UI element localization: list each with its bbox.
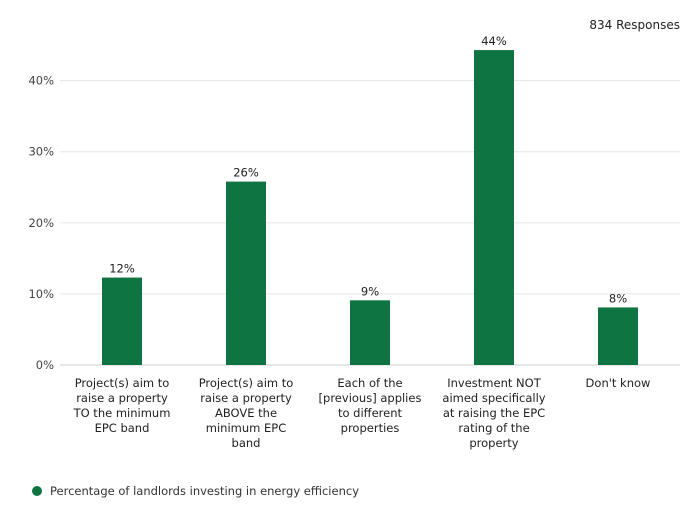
- x-tick-label: Each of the [previous] applies to differen…: [319, 376, 422, 435]
- x-tick-label-line: Project(s) aim to: [75, 376, 170, 390]
- y-tick-label: 30%: [28, 145, 54, 159]
- y-tick-label: 20%: [28, 216, 54, 230]
- data-label: 44%: [481, 34, 507, 48]
- x-tick-label-line: Each of the: [337, 376, 402, 390]
- x-tick-label-line: raise a property: [200, 391, 292, 405]
- x-tick-label-line: minimum EPC: [206, 421, 286, 435]
- x-tick-label-line: EPC band: [95, 421, 150, 435]
- response-count: 834 Responses: [589, 18, 680, 32]
- legend-label: Percentage of landlords investing in ene…: [50, 484, 359, 498]
- x-tick-label: Project(s) aim to raise a property ABOVE t…: [199, 376, 294, 450]
- y-tick-label: 10%: [28, 287, 54, 301]
- x-tick-label-line: raise a property: [76, 391, 168, 405]
- bar: [226, 181, 266, 365]
- x-tick-label: Project(s) aim to raise a property TO the …: [73, 376, 171, 435]
- legend[interactable]: Percentage of landlords investing in ene…: [32, 484, 359, 498]
- x-tick-label-line: property: [469, 436, 518, 450]
- bar: [474, 50, 514, 366]
- data-label: 8%: [609, 291, 627, 305]
- bar: [350, 300, 390, 365]
- data-label: 9%: [361, 284, 379, 298]
- x-tick-label-line: at raising the EPC: [443, 406, 545, 420]
- bar: [102, 277, 142, 365]
- x-tick-label: Don't know: [586, 376, 651, 390]
- x-tick-label-line: [previous] applies: [319, 391, 422, 405]
- data-label: 12%: [109, 262, 135, 276]
- x-tick-label-line: ABOVE the: [215, 406, 277, 420]
- legend-marker-icon: [32, 486, 42, 496]
- x-tick-label-line: rating of the: [458, 421, 529, 435]
- x-tick-label-line: properties: [341, 421, 400, 435]
- data-label: 26%: [233, 166, 259, 180]
- x-tick-label-line: TO the minimum: [73, 406, 171, 420]
- x-tick-label: Investment NOT aimed specifically at raisi…: [442, 376, 545, 450]
- x-tick-label-line: to different: [338, 406, 403, 420]
- x-tick-label-line: Don't know: [586, 376, 651, 390]
- bar: [598, 307, 638, 365]
- x-tick-label-line: band: [232, 436, 261, 450]
- x-tick-label-line: Project(s) aim to: [199, 376, 294, 390]
- y-tick-label: 40%: [28, 74, 54, 88]
- x-tick-label-line: Investment NOT: [447, 376, 541, 390]
- y-tick-label: 0%: [36, 358, 54, 372]
- x-tick-label-line: aimed specifically: [442, 391, 545, 405]
